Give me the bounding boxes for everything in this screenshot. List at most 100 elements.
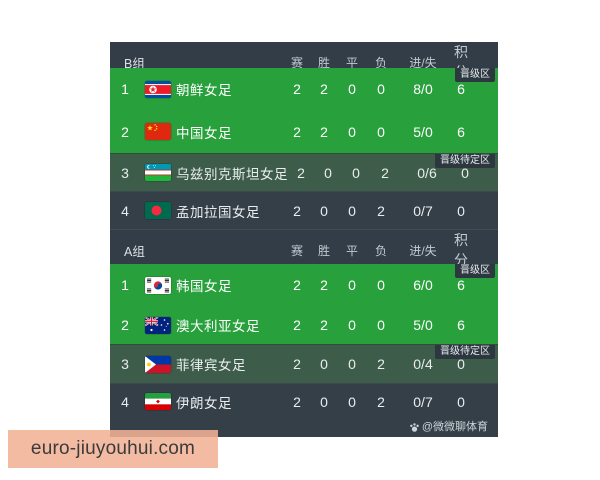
team-row: 3 菲律宾女足 2 0 0 2 0/4 0 晋级待定区 (110, 344, 498, 383)
rank-number: 3 (121, 164, 129, 181)
played-value: 2 (297, 164, 305, 181)
flag-china-icon (140, 123, 176, 140)
flag-bangladesh-icon (140, 202, 176, 219)
group-label: B组 (124, 56, 145, 71)
drawn-value: 0 (348, 202, 356, 219)
lost-value: 2 (377, 393, 385, 410)
team-row: 3 乌兹别克斯坦女足 2 0 0 2 0/6 0 晋级待定区 (110, 153, 498, 191)
lost-value: 2 (377, 356, 385, 372)
played-value: 2 (293, 123, 301, 140)
lost-value: 0 (377, 317, 385, 333)
goals-value: 8/0 (413, 81, 433, 97)
played-value: 2 (293, 356, 301, 372)
drawn-value: 0 (348, 356, 356, 372)
lost-value: 0 (377, 81, 385, 97)
flag-philippines-icon (140, 355, 176, 373)
column-header: 负 (374, 55, 387, 70)
points-value: 6 (457, 277, 465, 293)
points-value: 0 (461, 164, 469, 181)
column-header: 赛 (290, 55, 303, 70)
channel-watermark-text: @微微聊体育 (421, 421, 488, 433)
won-value: 0 (320, 202, 328, 219)
rank-number: 3 (121, 356, 129, 372)
zone-badge: 晋级待定区 (435, 345, 495, 359)
lost-value: 2 (381, 164, 389, 181)
drawn-value: 0 (348, 393, 356, 410)
standings-table: B组赛胜平负进/失积分1朝鲜女足22008/06晋级区2中国女足22005/06… (110, 42, 498, 437)
rank-number: 4 (121, 202, 129, 219)
team-name: 孟加拉国女足 (176, 204, 260, 220)
played-value: 2 (293, 393, 301, 410)
played-value: 2 (293, 202, 301, 219)
lost-value: 0 (377, 123, 385, 140)
goals-value: 0/4 (413, 356, 433, 372)
lost-value: 0 (377, 277, 385, 293)
won-value: 0 (324, 164, 332, 181)
flag-uzbekistan-icon (140, 164, 176, 181)
column-header: 赛 (290, 243, 303, 258)
points-value: 6 (457, 123, 465, 140)
team-name: 菲律宾女足 (176, 358, 246, 373)
points-value: 0 (457, 393, 465, 410)
column-header: 平 (345, 55, 358, 70)
zone-badge: 晋级待定区 (435, 154, 495, 168)
channel-watermark: @微微聊体育 (409, 421, 488, 433)
goals-value: 0/7 (413, 202, 433, 219)
drawn-value: 0 (348, 277, 356, 293)
won-value: 2 (320, 317, 328, 333)
goals-value: 0/7 (413, 393, 433, 410)
team-row: 1 朝鲜女足 2 2 0 0 8/0 6 晋级区 (110, 68, 498, 110)
goals-value: 5/0 (413, 317, 433, 333)
goals-value: 5/0 (413, 123, 433, 140)
points-value: 0 (457, 202, 465, 219)
column-header: 胜 (317, 243, 330, 258)
played-value: 2 (293, 317, 301, 333)
drawn-value: 0 (348, 317, 356, 333)
site-watermark-text: euro-jiuyouhui.com (30, 438, 196, 459)
team-name: 中国女足 (176, 125, 232, 141)
team-row: 2 澳大利亚女足 2 2 0 0 5/0 6 (110, 306, 498, 344)
goals-value: 0/6 (417, 164, 437, 181)
won-value: 0 (320, 356, 328, 372)
zone-badge: 晋级区 (455, 68, 495, 82)
team-name: 伊朗女足 (176, 395, 232, 411)
goals-value: 6/0 (413, 277, 433, 293)
flag-iran-icon (140, 393, 176, 410)
column-header: 负 (374, 243, 387, 258)
flag-australia-icon (140, 316, 176, 334)
group-header-A组: A组赛胜平负进/失 积分 (110, 229, 498, 268)
column-header: 进/失 (409, 55, 437, 70)
drawn-value: 0 (348, 81, 356, 97)
team-row: 2 中国女足 2 2 0 0 5/0 6 (110, 110, 498, 153)
team-name: 乌兹别克斯坦女足 (176, 166, 288, 182)
lost-value: 2 (377, 202, 385, 219)
drawn-value: 0 (352, 164, 360, 181)
points-value: 6 (457, 81, 465, 97)
team-row: 4 伊朗女足 2 0 0 2 0/7 0 (110, 383, 498, 437)
team-name: 朝鲜女足 (176, 83, 232, 98)
rank-number: 1 (121, 277, 129, 293)
flag-south-korea-icon (140, 276, 176, 294)
won-value: 2 (320, 277, 328, 293)
rank-number: 4 (121, 393, 129, 410)
won-value: 2 (320, 81, 328, 97)
paw-icon (409, 422, 420, 433)
column-header: 进/失 (409, 243, 437, 258)
drawn-value: 0 (348, 123, 356, 140)
rank-number: 2 (121, 317, 129, 333)
column-header: 平 (345, 243, 358, 258)
played-value: 2 (293, 81, 301, 97)
played-value: 2 (293, 277, 301, 293)
column-header: 胜 (317, 55, 330, 70)
site-watermark: euro-jiuyouhui.com (8, 430, 218, 468)
team-name: 澳大利亚女足 (176, 319, 260, 334)
team-row: 4 孟加拉国女足 2 0 0 2 0/7 0 (110, 191, 498, 229)
flag-north-korea-icon (140, 80, 176, 98)
won-value: 0 (320, 393, 328, 410)
group-label: A组 (124, 244, 145, 259)
team-row: 1 韩国女足 2 2 0 0 6/0 6 晋级区 (110, 264, 498, 306)
rank-number: 1 (121, 81, 129, 97)
won-value: 2 (320, 123, 328, 140)
team-name: 韩国女足 (176, 279, 232, 294)
